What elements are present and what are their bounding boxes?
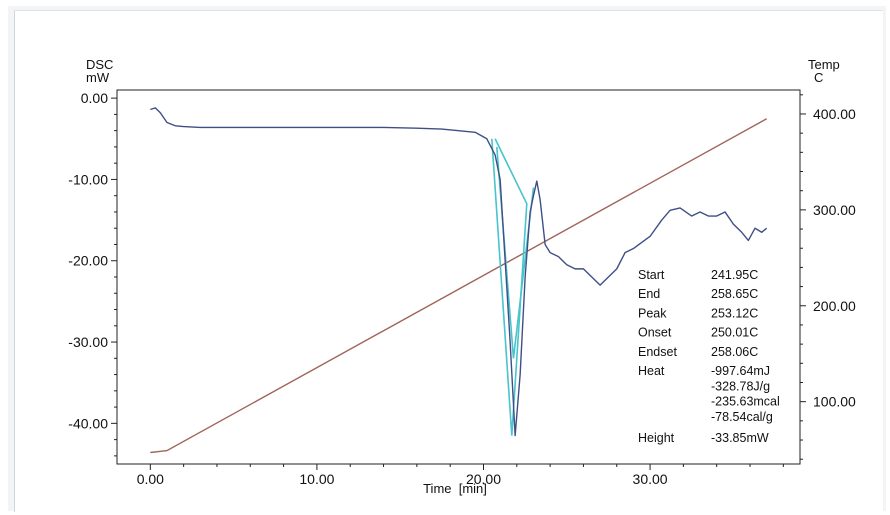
result-value: 258.65C [711, 287, 758, 301]
left-axis-title-line2: mW [86, 70, 110, 85]
result-label: Start [638, 268, 665, 282]
result-label: Endset [638, 345, 677, 359]
right-tick-label: 200.00 [813, 298, 856, 314]
left-tick-label: -40.00 [68, 415, 108, 431]
results-table: Start 241.95C End 258.65C Peak 253.12C Onset 25… [638, 268, 780, 445]
result-value: -997.64mJ [711, 364, 770, 378]
temperature-line [150, 118, 768, 454]
left-tick-label: 0.00 [81, 90, 108, 106]
result-value: -328.78J/g [711, 379, 770, 393]
x-axis-title: Time [min] [423, 481, 487, 496]
result-label: Height [638, 431, 675, 445]
right-axis-title-line2: C [814, 70, 823, 85]
right-tick-label: 400.00 [813, 106, 856, 122]
result-value: -78.54cal/g [711, 410, 773, 424]
result-label: Onset [638, 326, 672, 340]
result-value: 258.06C [711, 345, 758, 359]
plot-frame [116, 89, 801, 465]
result-label: End [638, 287, 660, 301]
left-axis-title-line1: DSC [86, 57, 113, 72]
result-value: -235.63mcal [711, 395, 780, 409]
chart-panel [14, 10, 883, 512]
left-tick-label: -10.00 [68, 171, 108, 187]
dsc-curve [150, 107, 768, 437]
result-label: Heat [638, 364, 665, 378]
right-axis-title-line1: Temp [808, 57, 840, 72]
x-axis-ticks: 0.00 10.00 20.00 30.00 [137, 464, 784, 487]
peak-analysis-line [491, 138, 528, 436]
x-tick-label: 10.00 [299, 471, 334, 487]
result-value: 241.95C [711, 268, 758, 282]
result-value: 253.12C [711, 306, 758, 320]
result-label: Peak [638, 306, 667, 320]
left-tick-label: -30.00 [68, 334, 108, 350]
right-tick-label: 100.00 [813, 394, 856, 410]
result-value: -33.85mW [711, 431, 769, 445]
x-tick-label: 0.00 [137, 471, 164, 487]
left-axis-ticks: 0.00 -10.00 -20.00 -30.00 -40.00 [68, 90, 117, 457]
right-tick-label: 300.00 [813, 202, 856, 218]
x-tick-label: 30.00 [633, 471, 668, 487]
x-tick-label: 20.00 [466, 471, 501, 487]
right-axis-ticks: 400.00 300.00 200.00 100.00 [800, 94, 856, 460]
left-tick-label: -20.00 [68, 253, 108, 269]
series-layer [150, 107, 768, 454]
result-value: 250.01C [711, 326, 758, 340]
